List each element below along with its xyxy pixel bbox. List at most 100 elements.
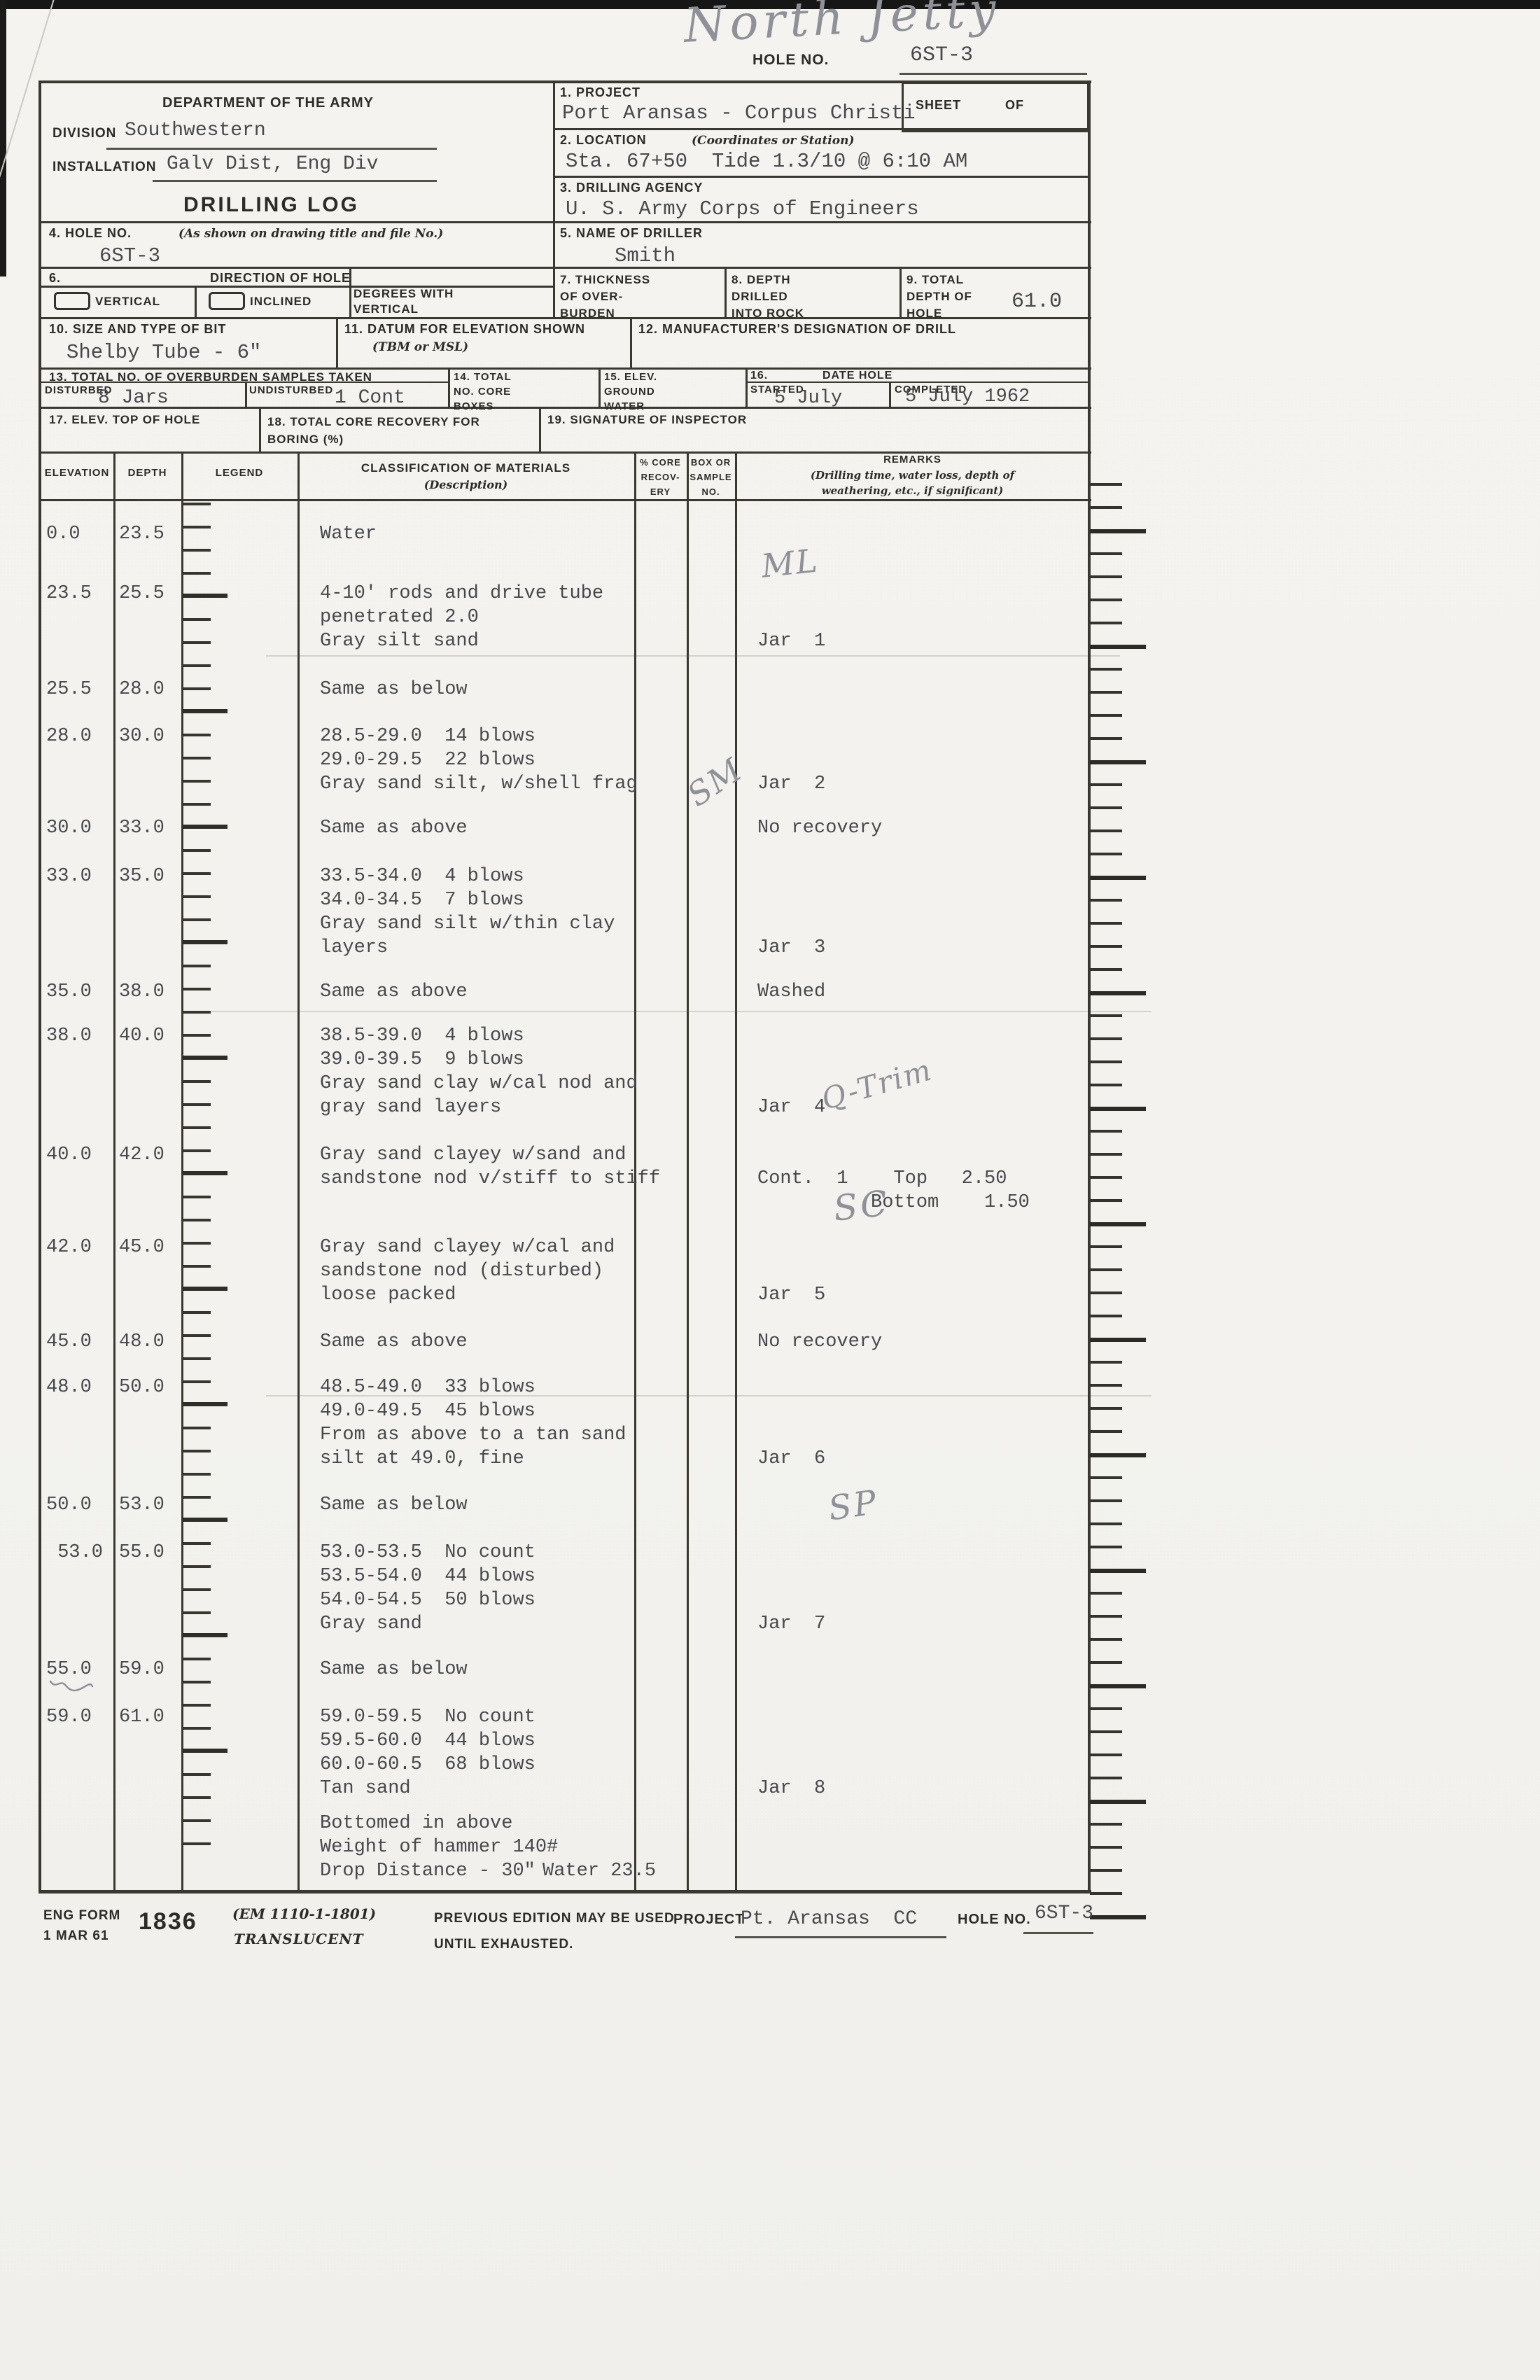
direction-num: 6.	[49, 271, 62, 285]
log-row-elevation: 45.0	[46, 1331, 92, 1352]
log-row-depth: 50.0	[119, 1377, 164, 1398]
col-elevation: ELEVATION	[44, 467, 110, 479]
installation-value: Galv Dist, Eng Div	[167, 153, 379, 175]
footer-hole-underline	[1023, 1932, 1093, 1934]
col-depth: DEPTH	[127, 467, 167, 479]
date-num: 16.	[750, 370, 769, 382]
log-row-description-line: 59.5-60.0 44 blows	[320, 1730, 536, 1751]
log-row-elevation: 25.5	[46, 679, 92, 700]
started-value: 5 July	[774, 388, 843, 409]
log-row-description-line: Gray sand silt w/thin clay	[320, 913, 615, 934]
driller-label: 5. NAME OF DRILLER	[560, 226, 704, 240]
driller-value: Smith	[615, 244, 676, 267]
log-row-elevation: 42.0	[46, 1237, 92, 1258]
of-label: OF	[1005, 98, 1024, 112]
degrees-label: DEGREES WITH VERTICAL	[354, 287, 454, 316]
translucent-note: TRANSLUCENT	[234, 1931, 364, 1947]
log-row-depth: 53.0	[119, 1494, 164, 1516]
log-row-elevation: 35.0	[46, 981, 92, 1002]
log-row-description-line: Gray sand clayey w/sand and	[320, 1144, 626, 1166]
undisturbed-label: UNDISTURBED	[249, 384, 334, 396]
col-legend: LEGEND	[215, 467, 264, 479]
log-row-description-line: 28.5-29.0 14 blows	[320, 726, 536, 747]
log-row-description-line: 54.0-54.5 50 blows	[320, 1590, 536, 1611]
agency-label: 3. DRILLING AGENCY	[560, 181, 704, 195]
log-row-description-line: Gray silt sand	[320, 631, 479, 652]
log-row-elevation: 30.0	[46, 818, 92, 839]
col-remarks-note: (Drilling time, water loss, depth of weat…	[810, 469, 1015, 497]
log-row-depth: 33.0	[119, 818, 164, 839]
agency-value: U. S. Army Corps of Engineers	[566, 197, 919, 220]
disturbed-label: DISTURBED	[45, 384, 113, 396]
log-row-description-line: Same as above	[320, 818, 468, 839]
log-row-remark: No recovery	[757, 1331, 883, 1352]
eng-form-label: ENG FORM 1 MAR 61	[43, 1908, 121, 1943]
footer-project-value: Pt. Aransas CC	[741, 1908, 918, 1930]
log-row-remark: Jar 4	[757, 1097, 826, 1118]
datum-label: 11. DATUM FOR ELEVATION SHOWN	[344, 322, 586, 336]
log-row-elevation: 38.0	[46, 1026, 92, 1046]
log-row-remark: Jar 5	[757, 1284, 826, 1306]
handwritten-sc: SC	[832, 1182, 892, 1229]
log-row-description-line: Same as below	[320, 1494, 468, 1516]
log-row-depth: 28.0	[119, 679, 164, 700]
total-depth-value: 61.0	[1011, 290, 1063, 314]
log-row-depth: 61.0	[119, 1707, 164, 1728]
log-row-depth: 59.0	[119, 1659, 164, 1680]
bit-label: 10. SIZE AND TYPE OF BIT	[49, 322, 227, 336]
log-row-remark: Jar 1	[757, 631, 826, 652]
project-value: Port Aransas - Corpus Christi	[562, 102, 916, 125]
hole-note: (As shown on drawing title and file No.)	[178, 227, 444, 241]
log-row-elevation: 33.0	[46, 866, 92, 887]
log-endnote-line: Weight of hammer 140#	[320, 1837, 559, 1858]
scan-fold-line	[0, 0, 56, 206]
log-endnote-line: Bottomed in above	[320, 1813, 513, 1834]
log-row-description-line: loose packed	[320, 1284, 456, 1306]
footer-project-label: PROJECT	[673, 1912, 745, 1927]
hole-no-top-label: HOLE NO.	[752, 52, 830, 68]
footer-hole-value: 6ST-3	[1035, 1903, 1094, 1924]
log-row-description-line: 4-10' rods and drive tube	[320, 583, 604, 604]
log-row-remark: Jar 3	[757, 937, 826, 958]
division-label: DIVISION	[52, 126, 117, 141]
thickness-label: 7. THICKNESS OF OVER- BURDEN	[560, 273, 651, 320]
elev-gw-label: 15. ELEV. GROUND WATER	[604, 371, 657, 412]
log-row-remark: Jar 2	[757, 774, 826, 794]
log-row-depth: 23.5	[119, 524, 164, 545]
log-row-description-line: 60.0-60.5 68 blows	[320, 1754, 536, 1775]
log-row-depth: 42.0	[119, 1144, 164, 1166]
log-row-description-line: Gray sand silt, w/shell frag	[320, 774, 638, 794]
log-row-description-line: penetrated 2.0	[320, 607, 479, 628]
log-row-description-line: 38.5-39.0 4 blows	[320, 1026, 524, 1046]
log-row-elevation: 23.5	[46, 583, 92, 604]
log-row-elevation: 28.0	[46, 726, 92, 747]
log-row-elevation: 48.0	[46, 1377, 92, 1398]
col-remarks: REMARKS	[883, 454, 941, 465]
core-recovery-label: 18. TOTAL CORE RECOVERY FOR BORING (%)	[267, 415, 480, 446]
log-row-description-line: 48.5-49.0 33 blows	[320, 1377, 536, 1398]
log-row-description-line: gray sand layers	[320, 1097, 502, 1118]
started-label: STARTED	[750, 384, 804, 396]
undisturbed-value: 1 Cont	[335, 387, 405, 409]
inclined-label: INCLINED	[250, 295, 312, 308]
log-row-depth: 30.0	[119, 726, 164, 747]
hole-label: 4. HOLE NO.	[49, 226, 132, 240]
log-row-remark: No recovery	[757, 818, 883, 839]
log-row-depth: 35.0	[119, 866, 164, 887]
sheet-label: SHEET	[916, 98, 962, 112]
vertical-label: VERTICAL	[95, 295, 160, 308]
log-row-elevation: 0.0	[46, 524, 80, 545]
log-row-description-line: silt at 49.0, fine	[320, 1448, 524, 1469]
log-row-depth: 48.0	[119, 1331, 164, 1352]
log-row-description-line: Water	[320, 524, 377, 545]
em-reference: (EM 1110-1-1801)	[232, 1905, 377, 1922]
inclined-checkbox[interactable]	[209, 292, 245, 310]
log-row-depth: 55.0	[119, 1542, 164, 1563]
log-row-description-line: Gray sand clayey w/cal and	[320, 1237, 615, 1258]
log-row-description-line: 33.5-34.0 4 blows	[320, 866, 524, 887]
footer-hole-label: HOLE NO.	[958, 1912, 1031, 1927]
location-label: 2. LOCATION	[560, 133, 647, 147]
log-row-description-line: Same as below	[320, 679, 468, 700]
vertical-checkbox[interactable]	[54, 292, 90, 310]
